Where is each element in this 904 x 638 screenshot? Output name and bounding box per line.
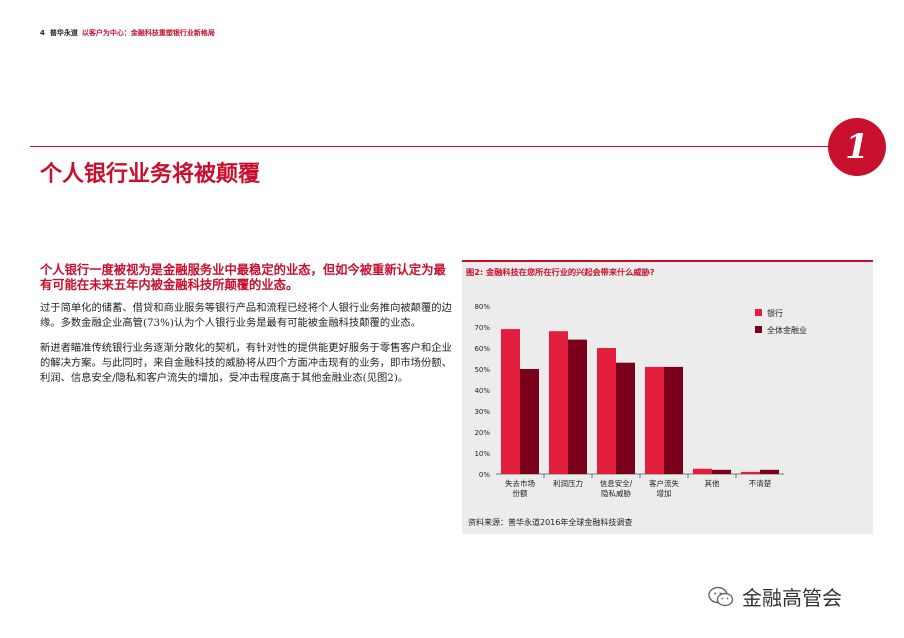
bar (616, 362, 635, 474)
bar (712, 469, 731, 474)
x-tick-label: 隐私威胁 (601, 488, 631, 498)
x-tick-label: 信息安全/ (600, 478, 633, 488)
section-rule (30, 146, 830, 147)
legend-label: 全体金融业 (767, 325, 807, 335)
body-paragraph-2: 新进者瞄准传统银行业务逐渐分散化的契机，有针对性的提供能更好服务于零售客户和企业… (40, 342, 452, 384)
legend-label: 银行 (767, 308, 783, 318)
x-tick-label: 客户流失 (649, 478, 679, 488)
bar (597, 348, 616, 474)
legend-swatch (755, 326, 762, 333)
y-tick-label: 60% (474, 345, 490, 353)
bar (760, 469, 779, 474)
y-tick-label: 30% (474, 408, 490, 416)
bar (520, 369, 539, 474)
y-tick-label: 40% (474, 387, 490, 395)
figure-title: 图2: 金融科技在您所在行业的兴起会带来什么威胁? (466, 267, 655, 277)
y-tick-label: 20% (474, 429, 490, 437)
body-paragraph-1: 过于简单化的储蓄、借贷和商业服务等银行产品和流程已经将个人银行业务推向被颠覆的边… (40, 302, 452, 329)
bar (568, 339, 587, 474)
page-number: 4 (40, 29, 45, 37)
x-tick-label: 利润压力 (553, 478, 583, 488)
section-title: 个人银行业务将被颠覆 (40, 161, 261, 187)
watermark-text: 金融高管会 (742, 586, 842, 610)
bar (645, 366, 664, 474)
y-tick-label: 10% (474, 450, 490, 458)
y-tick-label: 50% (474, 366, 490, 374)
brand-name: 普华永道 (49, 29, 78, 37)
bar (664, 366, 683, 474)
legend-swatch (755, 309, 762, 316)
wechat-icon (708, 586, 734, 606)
y-tick-label: 70% (474, 324, 490, 332)
watermark: 金融高管会 (708, 582, 842, 611)
bar (741, 471, 760, 474)
lead-paragraph: 个人银行一度被视为是金融服务业中最稳定的业态，但如今被重新认定为最有可能在未来五… (40, 262, 446, 292)
x-tick-label: 其他 (705, 478, 720, 488)
x-tick-label: 增加 (657, 488, 672, 498)
section-number-badge: 1 (828, 118, 886, 176)
bar (693, 468, 712, 474)
figure-top-rule (462, 260, 873, 262)
x-tick-label: 失去市场 (505, 478, 535, 488)
y-tick-label: 0% (479, 471, 490, 479)
report-subtitle: 以客户为中心：金融科技重塑银行业新格局 (81, 29, 215, 37)
figure-panel: 图2: 金融科技在您所在行业的兴起会带来什么威胁? 0% 10% 20% 30% 40%… (462, 260, 873, 534)
figure-source: 资料来源：普华永道2016年全球金融科技调查 (468, 518, 633, 527)
bar (549, 331, 568, 474)
x-tick-label: 不清楚 (749, 478, 772, 488)
page-header: 4 普华永道 以客户为中心：金融科技重塑银行业新格局 (40, 28, 215, 38)
bar (501, 329, 520, 474)
y-tick-label: 80% (474, 303, 490, 311)
x-tick-label: 份额 (513, 488, 528, 498)
